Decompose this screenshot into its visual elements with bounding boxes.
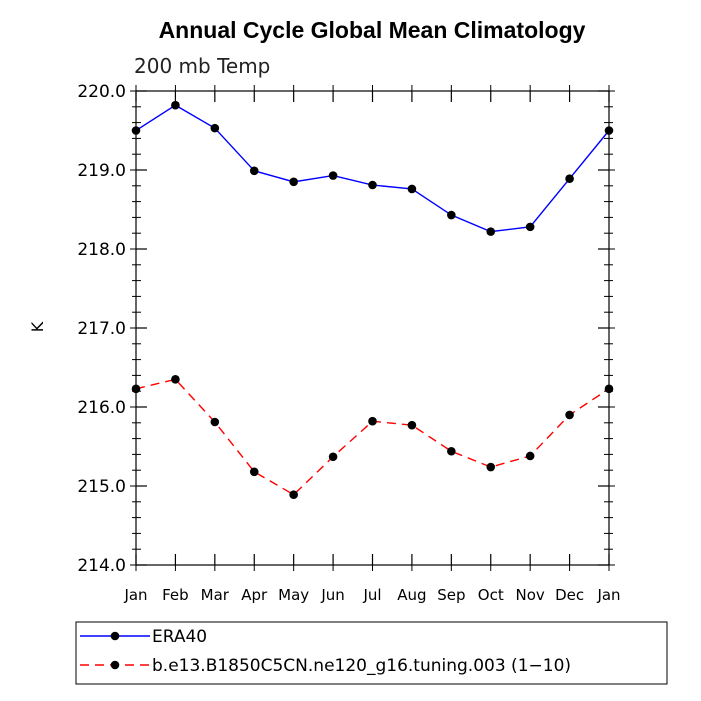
series-point bbox=[171, 100, 180, 110]
series-point bbox=[565, 410, 574, 420]
chart-title: Annual Cycle Global Mean Climatology bbox=[159, 17, 586, 43]
series-point bbox=[368, 416, 377, 426]
series-point bbox=[447, 446, 456, 456]
series-point bbox=[604, 384, 614, 394]
series-point bbox=[249, 166, 259, 176]
x-tick-label: Jan bbox=[596, 586, 620, 604]
series-point bbox=[525, 451, 535, 461]
series-point bbox=[131, 384, 141, 394]
legend: ERA40 b.e13.B1850C5CN.ne120_g16.tuning.00… bbox=[80, 627, 571, 676]
legend-marker bbox=[110, 660, 120, 670]
y-tick-label: 217.0 bbox=[77, 319, 126, 339]
series-line bbox=[135, 104, 610, 233]
x-tick-label: Aug bbox=[397, 586, 426, 604]
x-tick-label: Jun bbox=[320, 586, 344, 604]
x-tick-label: Sep bbox=[437, 586, 465, 604]
series-point bbox=[486, 227, 496, 236]
series-point bbox=[447, 210, 456, 220]
plot-frame bbox=[135, 90, 610, 566]
series-layer bbox=[131, 100, 614, 499]
series-point bbox=[289, 177, 298, 187]
series-point bbox=[171, 375, 180, 384]
x-tick-label: Jul bbox=[362, 586, 381, 604]
series-point bbox=[328, 452, 338, 462]
series-point bbox=[407, 184, 417, 194]
y-axis-label: K bbox=[28, 321, 47, 332]
y-tick-label: 216.0 bbox=[77, 398, 126, 418]
series-point bbox=[486, 462, 496, 472]
legend-box bbox=[75, 621, 668, 685]
series-line bbox=[135, 378, 610, 496]
series-point bbox=[210, 417, 220, 427]
series-point bbox=[328, 171, 338, 180]
x-tick-label: Oct bbox=[478, 586, 504, 604]
x-tick-label: Dec bbox=[555, 586, 584, 604]
y-tick-label: 220.0 bbox=[77, 82, 126, 102]
legend-label: ERA40 bbox=[152, 627, 207, 647]
y-tick-label: 218.0 bbox=[77, 240, 126, 260]
series-point bbox=[368, 180, 377, 190]
x-tick-label: Jan bbox=[123, 586, 147, 604]
y-ticks: 214.0 215.0 216.0 217.0 218.0 219.0 220.0 bbox=[77, 82, 615, 576]
series-point bbox=[289, 490, 298, 499]
y-tick-label: 215.0 bbox=[77, 477, 126, 497]
x-tick-label: May bbox=[278, 586, 309, 604]
series-point bbox=[604, 126, 614, 135]
series-point bbox=[407, 420, 417, 430]
chart-subtitle: 200 mb Temp bbox=[134, 54, 270, 78]
legend-label: b.e13.B1850C5CN.ne120_g16.tuning.003 (1−… bbox=[152, 656, 571, 676]
series-point bbox=[249, 467, 259, 477]
legend-marker bbox=[110, 631, 120, 641]
series-point bbox=[565, 174, 574, 183]
x-tick-label: Apr bbox=[241, 586, 268, 604]
x-tick-label: Mar bbox=[201, 586, 230, 604]
x-tick-label: Feb bbox=[162, 586, 189, 604]
x-ticks: Jan Feb Mar Apr May Jun Jul Aug Sep Oct Nov Dec Jan bbox=[123, 85, 621, 604]
series-point bbox=[131, 126, 141, 135]
x-tick-label: Nov bbox=[516, 586, 545, 604]
y-tick-label: 214.0 bbox=[77, 556, 126, 576]
series-point bbox=[210, 123, 220, 133]
y-tick-label: 219.0 bbox=[77, 161, 126, 181]
series-point bbox=[525, 222, 535, 232]
